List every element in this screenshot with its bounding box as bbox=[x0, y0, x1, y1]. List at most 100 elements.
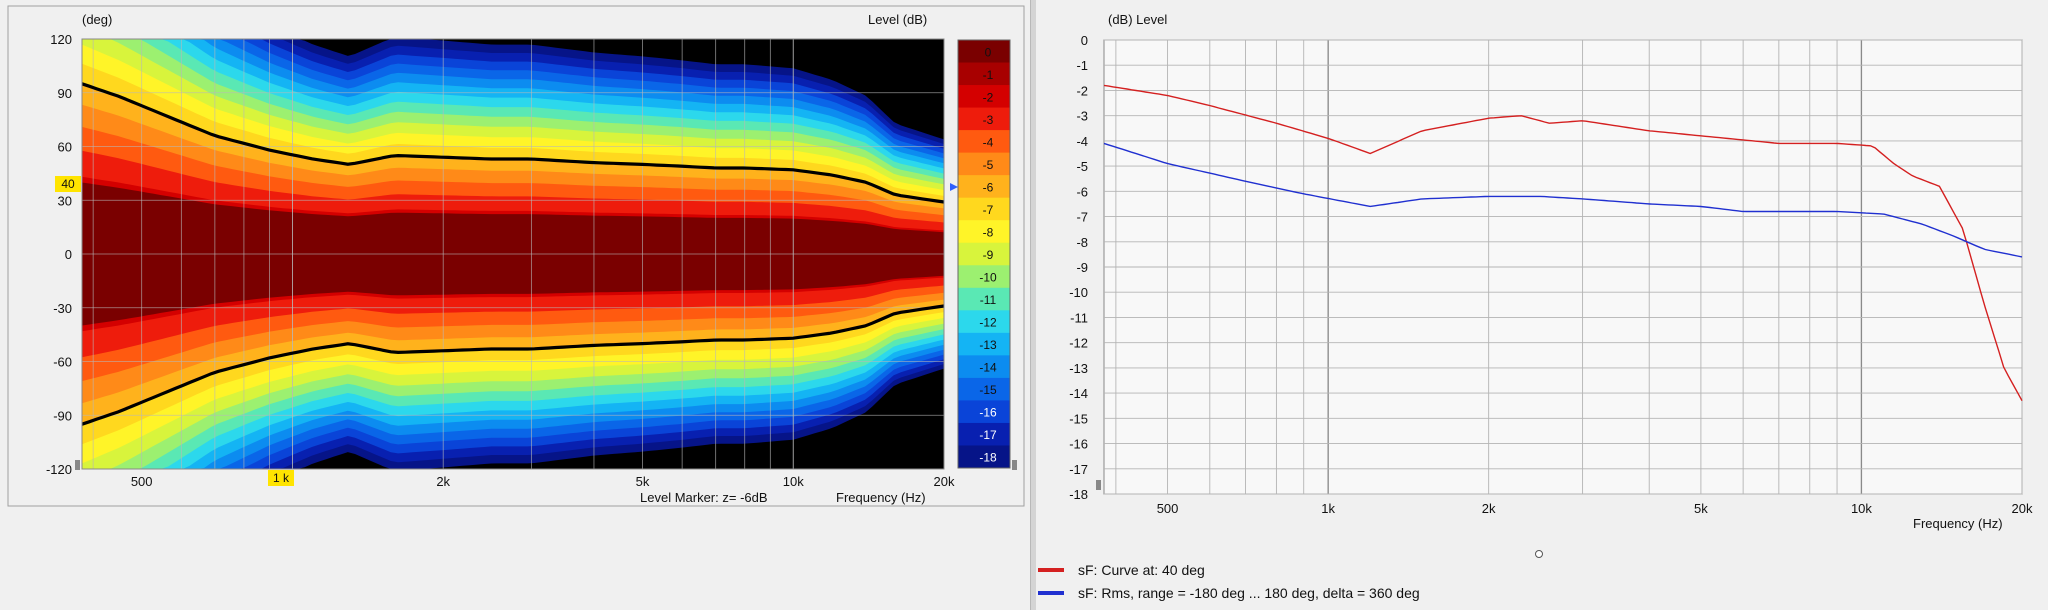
colorbar-cell bbox=[958, 175, 1010, 199]
line-chart-axes: 0 -1 -2 -3 -4 -5 -6 -7 -8 -9 -10 -11 -12 -13 -14 -15 -16… bbox=[1069, 33, 2033, 516]
heatmap-y-tick-label: 90 bbox=[58, 86, 72, 101]
legend-item-rms[interactable]: sF: Rms, range = -180 deg ... 180 deg, d… bbox=[1038, 583, 1738, 603]
polar-map-x-axis-label: Frequency (Hz) bbox=[836, 490, 926, 505]
line-x-tick-label: 1k bbox=[1321, 501, 1335, 516]
heatmap-x-tick-label: 5k bbox=[636, 474, 650, 489]
polar-map-level-unit: Level (dB) bbox=[868, 12, 927, 27]
colorbar-tick-label: -12 bbox=[979, 316, 997, 330]
colorbar-tick-label: -17 bbox=[979, 428, 997, 442]
heatmap-y-tick-label: -30 bbox=[53, 301, 72, 316]
heatmap-y-tick-label: 30 bbox=[58, 193, 72, 208]
line-y-tick-label: -14 bbox=[1069, 386, 1088, 401]
level-plot-x-axis-label: Frequency (Hz) bbox=[1913, 516, 2003, 531]
colorbar-cell bbox=[958, 355, 1010, 379]
polar-map-scroll-handle-left bbox=[75, 460, 80, 470]
line-scroll-handle bbox=[1096, 480, 1101, 490]
colorbar-cell bbox=[958, 220, 1010, 244]
colorbar-tick-label: -6 bbox=[983, 180, 994, 194]
line-y-tick-label: -11 bbox=[1070, 310, 1088, 325]
line-y-tick-label: -9 bbox=[1076, 260, 1088, 275]
colorbar-cell bbox=[958, 152, 1010, 176]
colorbar-tick-label: -3 bbox=[983, 113, 994, 127]
line-x-tick-label: 2k bbox=[1482, 501, 1496, 516]
line-y-tick-label: -17 bbox=[1069, 462, 1088, 477]
heatmap-x-tick-label: 2k bbox=[436, 474, 450, 489]
heatmap-plot-border bbox=[81, 38, 945, 470]
colorbar-cell bbox=[958, 197, 1010, 221]
colorbar-tick-label: -1 bbox=[983, 68, 994, 82]
line-chart-grid bbox=[1103, 39, 2023, 495]
colorbar-tick-label: -15 bbox=[979, 383, 997, 397]
colorbar-tick-label: -16 bbox=[979, 406, 997, 420]
colorbar-tick-label: -5 bbox=[983, 158, 994, 172]
level-plot-y-unit: (dB) Level bbox=[1108, 12, 1167, 27]
colorbar-cell bbox=[958, 287, 1010, 311]
heatmap-grid bbox=[82, 38, 945, 470]
colorbar-tick-label: -11 bbox=[980, 293, 997, 307]
series-curve-40deg bbox=[1103, 84, 2023, 402]
colorbar-cell bbox=[958, 62, 1010, 86]
series-rms bbox=[1103, 142, 2023, 258]
heatmap-y-tick-label: 120 bbox=[50, 32, 72, 47]
colorbar-tick-label: -13 bbox=[979, 338, 997, 352]
angle-cursor-marker[interactable] bbox=[55, 176, 81, 192]
contour-line-upper bbox=[81, 82, 945, 204]
polar-map-chart: (deg) Level (dB) 1209060300-30-60-90-120… bbox=[7, 5, 1025, 507]
line-x-tick-label: 10k bbox=[1851, 501, 1872, 516]
line-y-tick-label: -4 bbox=[1076, 134, 1088, 149]
colorbar-cell bbox=[958, 445, 1010, 469]
level-line-chart: (dB) Level 0 -1 -2 -3 -4 -5 -6 -7 -8 -9 -10 -11 -12 -… bbox=[1069, 12, 2033, 531]
angle-cursor-value: 40 bbox=[61, 177, 75, 191]
line-y-tick-label: -6 bbox=[1076, 184, 1088, 199]
line-y-tick-label: -1 bbox=[1076, 58, 1088, 73]
legend-swatch-rms bbox=[1038, 591, 1064, 595]
line-x-tick-label: 500 bbox=[1157, 501, 1179, 516]
legend-item-curve[interactable]: sF: Curve at: 40 deg bbox=[1038, 560, 1738, 580]
line-x-tick-label: 5k bbox=[1694, 501, 1708, 516]
level-marker-label: Level Marker: z= -6dB bbox=[640, 490, 768, 505]
line-y-tick-label: -18 bbox=[1069, 487, 1088, 502]
level-plot-panel: (dB) Level 0 -1 -2 -3 -4 -5 -6 -7 -8 -9 -10 -11 -12 -… bbox=[1036, 0, 2048, 610]
polar-map-y-unit: (deg) bbox=[82, 12, 112, 27]
colorbar-cell bbox=[958, 400, 1010, 424]
legend-label-curve: sF: Curve at: 40 deg bbox=[1078, 562, 1205, 578]
polar-map-panel: (deg) Level (dB) 120 90 60 30 0 -30 -60 -90 -120… bbox=[7, 5, 1025, 507]
legend-label-rms: sF: Rms, range = -180 deg ... 180 deg, d… bbox=[1078, 585, 1420, 601]
line-x-tick-label: 20k bbox=[2012, 501, 2033, 516]
colorbar-cell bbox=[958, 310, 1010, 334]
colorbar-tick-label: -18 bbox=[979, 451, 997, 465]
line-y-tick-label: -15 bbox=[1069, 411, 1088, 426]
colorbar-tick-label: -9 bbox=[983, 248, 994, 262]
heatmap-y-tick-label: -120 bbox=[46, 462, 72, 477]
colorbar-cell bbox=[958, 107, 1010, 131]
colorbar-cell bbox=[958, 85, 1010, 109]
colorbar-tick-label: -8 bbox=[983, 225, 994, 239]
colorbar-tick-label: 0 bbox=[985, 45, 992, 59]
line-y-tick-label: -10 bbox=[1069, 285, 1088, 300]
colorbar-tick-label: -10 bbox=[979, 271, 997, 285]
colorbar-border bbox=[957, 39, 1011, 469]
line-y-tick-label: 0 bbox=[1081, 33, 1088, 48]
colorbar-cell bbox=[958, 130, 1010, 154]
line-y-tick-label: -13 bbox=[1069, 361, 1088, 376]
frequency-cursor-marker[interactable] bbox=[268, 470, 294, 486]
line-chart-series bbox=[1103, 84, 2023, 402]
line-y-tick-label: -12 bbox=[1069, 336, 1088, 351]
colorbar-cell bbox=[958, 377, 1010, 401]
heatmap-y-tick-label: 60 bbox=[58, 140, 72, 155]
heatmap-x-tick-label: 10k bbox=[783, 474, 804, 489]
heatmap-axes: 120 90 60 30 0 -30 -60 -90 -120 500 2k 5k 10k 20k bbox=[46, 32, 955, 489]
colorbar-cell bbox=[958, 40, 1010, 64]
colorbar-cell bbox=[958, 242, 1010, 266]
heatmap-y-tick-label: -90 bbox=[53, 408, 72, 423]
heatmap-x-tick-label: 20k bbox=[934, 474, 955, 489]
colorbar: 0 -1 -2 -3 -4 -5 -6 -7 -8 -9 -10 -11 -12 -13 -14 -15 -16… bbox=[75, 39, 1017, 470]
colorbar-cell bbox=[958, 332, 1010, 356]
colorbar-tick-label: -4 bbox=[983, 135, 994, 149]
colorbar-tick-label: -2 bbox=[983, 90, 994, 104]
contour-line-lower bbox=[81, 304, 945, 426]
heatmap-y-tick-label: 0 bbox=[65, 247, 72, 262]
line-y-tick-label: -2 bbox=[1076, 83, 1088, 98]
heatmap-x-tick-label: 500 bbox=[131, 474, 153, 489]
resize-handle-dot[interactable] bbox=[1535, 550, 1543, 558]
